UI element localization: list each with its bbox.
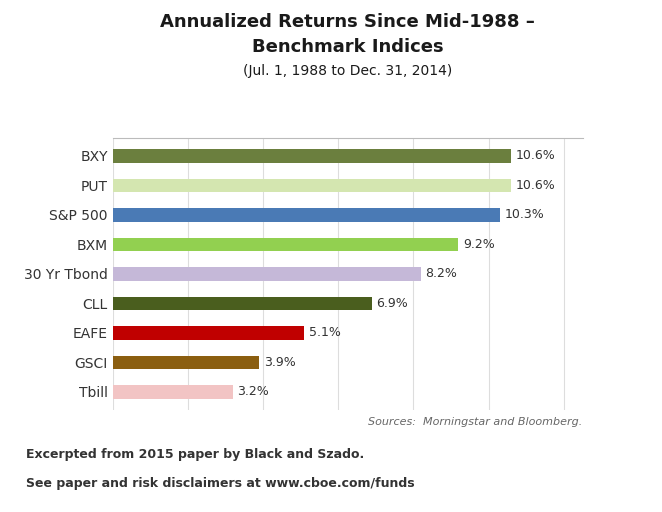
Text: Excerpted from 2015 paper by Black and Szado.: Excerpted from 2015 paper by Black and S…: [26, 448, 365, 461]
Bar: [113, 150, 511, 163]
Text: 10.3%: 10.3%: [504, 208, 544, 221]
Text: 10.6%: 10.6%: [516, 150, 555, 162]
Text: 3.9%: 3.9%: [263, 356, 295, 369]
Text: 8.2%: 8.2%: [426, 267, 457, 281]
Text: See paper and risk disclaimers at www.cboe.com/funds: See paper and risk disclaimers at www.cb…: [26, 477, 415, 490]
Text: 3.2%: 3.2%: [238, 386, 269, 398]
Bar: [113, 326, 305, 339]
Bar: [113, 267, 421, 281]
Text: (Jul. 1, 1988 to Dec. 31, 2014): (Jul. 1, 1988 to Dec. 31, 2014): [243, 64, 452, 78]
Text: 10.6%: 10.6%: [516, 179, 555, 192]
Text: 6.9%: 6.9%: [377, 297, 408, 310]
Text: Benchmark Indices: Benchmark Indices: [252, 38, 444, 56]
Text: Sources:  Morningstar and Bloomberg.: Sources: Morningstar and Bloomberg.: [368, 417, 583, 428]
Bar: [113, 297, 372, 310]
Bar: [113, 356, 260, 369]
Text: 9.2%: 9.2%: [463, 238, 495, 251]
Bar: [113, 385, 233, 398]
Bar: [113, 179, 511, 192]
Text: 5.1%: 5.1%: [308, 327, 341, 339]
Bar: [113, 208, 500, 222]
Text: Annualized Returns Since Mid-1988 –: Annualized Returns Since Mid-1988 –: [160, 13, 535, 31]
Bar: [113, 238, 459, 251]
